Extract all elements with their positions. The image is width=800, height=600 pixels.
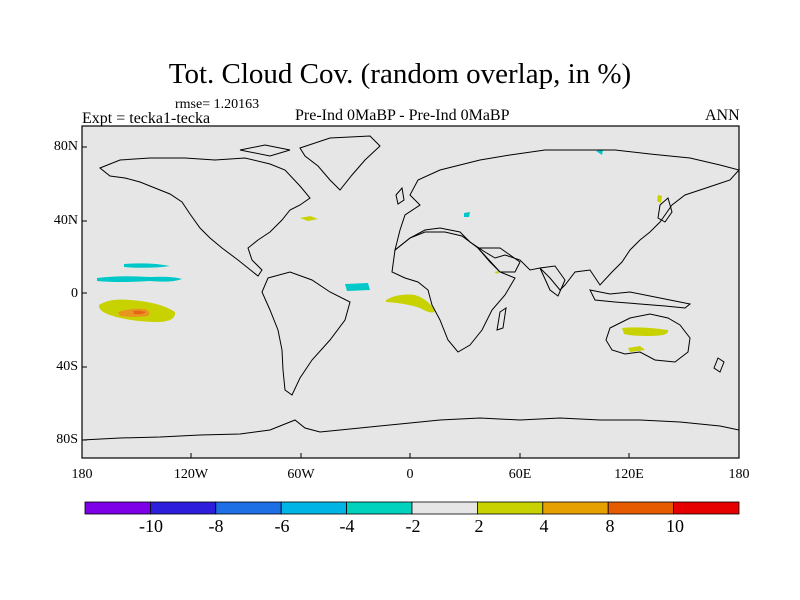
colorbar-swatch-1 — [149, 501, 217, 515]
xtick-label-180w: 180 — [71, 467, 93, 482]
ytick-label-40s: 40S — [56, 359, 78, 374]
anomaly-regions — [97, 150, 669, 352]
colorbar-label-2: 2 — [474, 516, 484, 536]
coast-india — [539, 265, 566, 297]
season-label: ANN — [705, 107, 740, 124]
colorbar — [84, 501, 740, 515]
colorbar-label-4: 4 — [539, 516, 549, 536]
xtick-label-180e: 180 — [728, 467, 750, 482]
ytick-label-80s: 80S — [56, 432, 78, 447]
colorbar-label-minus10: -10 — [139, 516, 163, 536]
colorbar-label-8: 8 — [605, 516, 615, 536]
colorbar-swatch-8 — [607, 501, 675, 515]
xtick-label-0: 0 — [406, 467, 414, 482]
coast-eurasia — [394, 149, 740, 291]
map-background — [82, 126, 739, 458]
coast-madagascar — [496, 306, 507, 331]
colorbar-swatch-6 — [476, 501, 544, 515]
map-title: Tot. Cloud Cov. (random overlap, in %) — [168, 58, 632, 90]
expt-label: Expt = tecka1-tecka — [82, 110, 211, 127]
yellow-anomaly-japan — [657, 195, 662, 203]
xtick-label-60w: 60W — [287, 467, 315, 482]
colorbar-swatch-9 — [673, 501, 740, 515]
coast-north-america — [99, 157, 311, 277]
rmse-label: rmse= 1.20163 — [175, 97, 260, 112]
xtick-label-120e: 120E — [614, 467, 644, 482]
coast-south-america — [261, 271, 351, 396]
coast-britain — [395, 186, 405, 205]
coastlines — [81, 135, 740, 441]
coast-arabia — [476, 247, 521, 273]
coast-new-zealand — [713, 357, 725, 373]
coast-antarctica — [81, 417, 740, 441]
yellow-anomaly-north-atlantic — [300, 216, 318, 221]
red-anomaly-south-pacific — [133, 310, 146, 315]
axis-ticks — [82, 146, 630, 458]
colorbar-label-minus2: -2 — [405, 516, 421, 536]
yellow-anomaly-south-atlantic — [386, 294, 435, 313]
cyan-anomaly-blacksea — [464, 212, 470, 217]
coast-japan — [657, 197, 673, 223]
cyan-anomaly-pacific-north — [124, 263, 170, 268]
cyan-anomaly-arctic — [596, 150, 603, 155]
colorbar-label-minus8: -8 — [208, 516, 224, 536]
coast-indonesia — [589, 289, 692, 309]
xtick-label-120w: 120W — [173, 467, 209, 482]
comparison-label: Pre-Ind 0MaBP - Pre-Ind 0MaBP — [295, 107, 510, 124]
colorbar-label-minus4: -4 — [339, 516, 355, 536]
colorbar-swatch-0 — [84, 501, 151, 515]
cyan-anomaly-atlantic — [345, 283, 370, 291]
colorbar-label-minus6: -6 — [274, 516, 290, 536]
coast-africa — [391, 231, 516, 353]
yellow-anomaly-australia-south — [628, 346, 645, 352]
xtick-label-60e: 60E — [508, 467, 532, 482]
colorbar-swatch-3 — [280, 501, 348, 515]
ytick-label-0: 0 — [71, 286, 78, 301]
yellow-anomaly-australia — [622, 327, 669, 336]
cyan-anomaly-pacific — [97, 276, 182, 282]
colorbar-swatch-2 — [215, 501, 282, 515]
yellow-anomaly-arabia — [494, 271, 499, 274]
colorbar-swatch-7 — [542, 501, 609, 515]
colorbar-swatch-4 — [346, 501, 413, 515]
ytick-label-80n: 80N — [53, 139, 78, 154]
coast-canadian-islands — [239, 144, 291, 157]
coast-greenland — [299, 135, 381, 191]
coast-australia — [605, 313, 691, 363]
colorbar-swatch-5 — [411, 501, 478, 515]
ytick-label-40n: 40N — [53, 213, 78, 228]
colorbar-label-10: 10 — [666, 516, 684, 536]
